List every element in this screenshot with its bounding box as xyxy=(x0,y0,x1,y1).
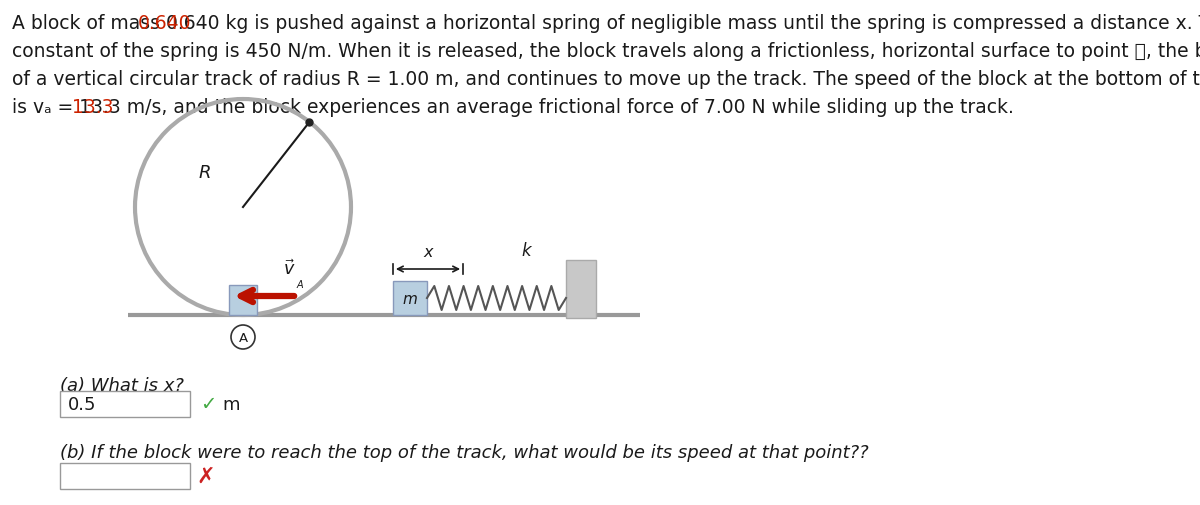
Text: of a vertical circular track of radius R = 1.00 m, and continues to move up the : of a vertical circular track of radius R… xyxy=(12,70,1200,89)
Text: A: A xyxy=(239,331,247,344)
Text: constant of the spring is 450 N/m. When it is released, the block travels along : constant of the spring is 450 N/m. When … xyxy=(12,42,1200,61)
Bar xyxy=(394,281,427,316)
Text: is vₐ = 13.3 m/s, and the block experiences an average frictional force of 7.00 : is vₐ = 13.3 m/s, and the block experien… xyxy=(12,98,1014,117)
Bar xyxy=(60,463,190,489)
Text: (a) What is x?: (a) What is x? xyxy=(60,376,184,394)
Text: (b) If the block were to reach the top of the track, what would be its speed at : (b) If the block were to reach the top o… xyxy=(60,443,869,461)
Text: A block of mass 0.640 kg is pushed against a horizontal spring of negligible mas: A block of mass 0.640 kg is pushed again… xyxy=(12,14,1200,33)
Text: ✓: ✓ xyxy=(200,395,216,414)
Text: 13.3: 13.3 xyxy=(72,98,113,117)
Text: m: m xyxy=(222,395,240,413)
Bar xyxy=(60,391,190,417)
Text: k: k xyxy=(522,241,532,260)
Bar xyxy=(566,261,596,318)
Text: 0.640: 0.640 xyxy=(138,14,191,33)
Text: $\vec{v}$: $\vec{v}$ xyxy=(283,259,295,278)
Text: ✗: ✗ xyxy=(196,466,215,486)
Text: $_A$: $_A$ xyxy=(296,276,305,290)
Text: m: m xyxy=(402,291,418,306)
Bar xyxy=(229,285,257,316)
Text: R: R xyxy=(199,164,211,182)
Text: 0.5: 0.5 xyxy=(68,395,96,413)
Text: x: x xyxy=(424,244,433,260)
